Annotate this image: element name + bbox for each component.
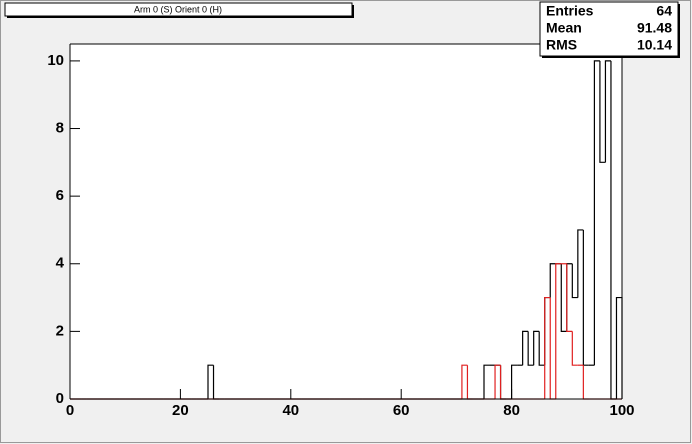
stats-value: 10.14 — [637, 37, 672, 53]
stats-value: 64 — [656, 3, 672, 19]
histogram-bin — [566, 263, 573, 332]
histogram-bin — [604, 60, 611, 163]
stats-box — [539, 1, 679, 57]
x-tick-label: 60 — [393, 402, 410, 419]
histogram-bin — [549, 263, 556, 298]
histogram-bin — [577, 229, 584, 298]
chart-title: Arm 0 (S) Orient 0 (H) — [134, 4, 222, 14]
frame — [70, 44, 622, 399]
histogram-bin — [527, 331, 534, 366]
histogram-bin — [560, 263, 567, 332]
stats-label: Mean — [546, 20, 582, 36]
histogram-bin — [538, 331, 545, 366]
x-tick-label: 80 — [503, 402, 520, 419]
histogram-bin — [555, 263, 562, 399]
y-tick-label: 8 — [56, 119, 64, 136]
y-tick-label: 2 — [56, 322, 64, 339]
x-tick-label: 100 — [609, 402, 634, 419]
histogram-bin — [599, 60, 606, 163]
histogram-bin — [571, 331, 578, 366]
y-tick-label: 4 — [56, 255, 65, 272]
x-tick-label: 40 — [282, 402, 299, 419]
histogram-bin — [461, 364, 468, 399]
title-box — [4, 2, 353, 17]
stats-value: 91.48 — [637, 20, 672, 36]
stats-label: Entries — [546, 3, 594, 19]
histogram-bin — [615, 296, 623, 399]
histogram-bin — [533, 330, 540, 366]
x-tick-label: 20 — [172, 402, 189, 419]
histogram-bin — [494, 364, 501, 399]
x-tick-label: 0 — [66, 402, 74, 419]
y-tick-label: 0 — [56, 390, 64, 407]
histogram-bin — [511, 364, 518, 399]
histogram-bin — [571, 263, 578, 299]
histogram-bin — [593, 60, 600, 366]
stats-label: RMS — [546, 37, 577, 53]
y-tick-label: 10 — [47, 52, 64, 69]
histogram-bin — [207, 364, 214, 399]
histogram-bin — [544, 296, 551, 399]
y-tick-label: 6 — [56, 187, 64, 204]
histogram-bin — [522, 330, 529, 366]
histogram-bin — [483, 364, 490, 399]
